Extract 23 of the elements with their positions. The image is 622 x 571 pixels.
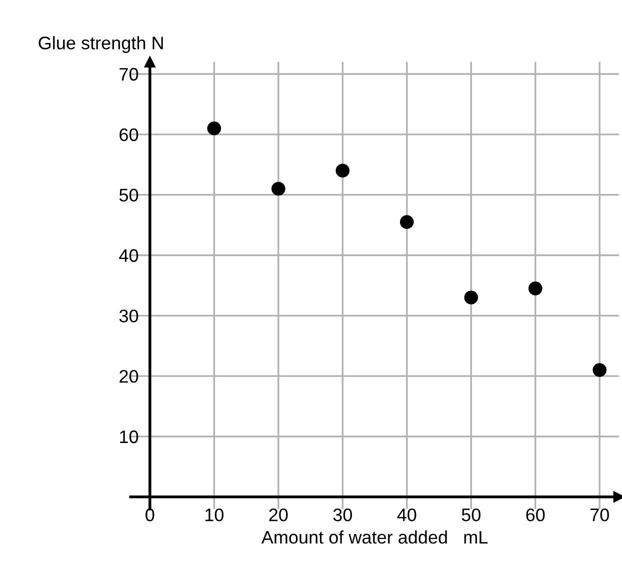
point xyxy=(528,282,542,296)
y-tick-label: 60 xyxy=(120,128,138,142)
y-tick-label: 20 xyxy=(120,370,138,383)
y-tick-label: 10 xyxy=(120,430,138,444)
x-axis-title: Amount of water added mL xyxy=(261,530,488,544)
x-tick-label: 10 xyxy=(205,508,224,522)
point xyxy=(336,164,350,178)
x-tick-label: 40 xyxy=(397,508,416,522)
point xyxy=(592,363,607,377)
x-tick-label: 70 xyxy=(590,508,609,522)
y-tick-label: 50 xyxy=(119,188,138,202)
point xyxy=(271,182,286,196)
y-axis-title: Glue strength N xyxy=(38,36,163,53)
point xyxy=(207,121,222,136)
x-tick-label: 50 xyxy=(462,508,480,522)
x-tick-label: 60 xyxy=(526,508,545,522)
y-tick-label: 30 xyxy=(119,310,138,322)
point xyxy=(400,215,414,229)
x-tick-label: 30 xyxy=(333,508,352,522)
x-tick-label: 20 xyxy=(269,508,288,522)
y-tick-label: 40 xyxy=(119,249,138,262)
y-tick-label: 70 xyxy=(120,68,138,81)
point xyxy=(464,290,478,304)
